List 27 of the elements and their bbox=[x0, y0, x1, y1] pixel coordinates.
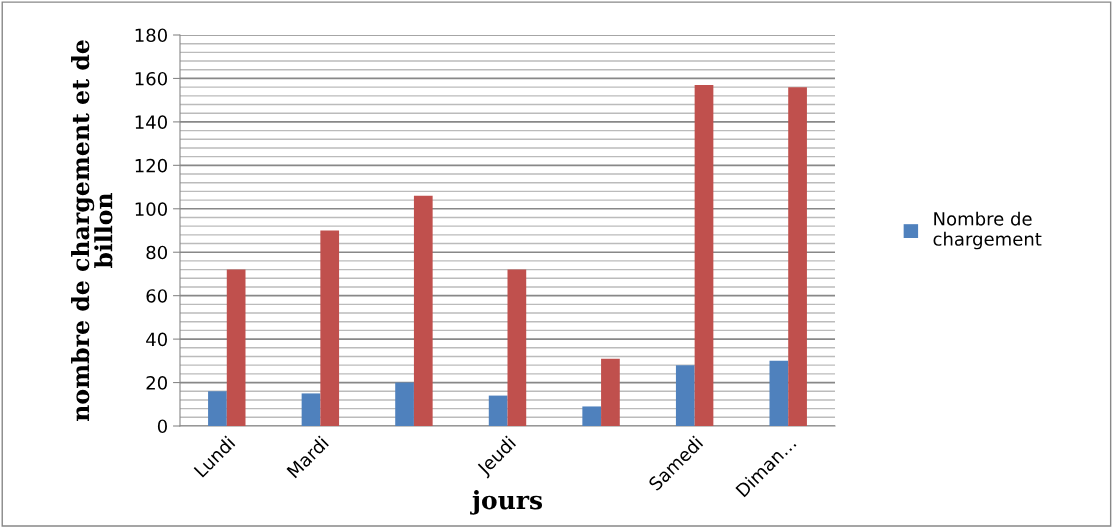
y-tick-label: 80 bbox=[146, 245, 167, 260]
y-tick-label: 40 bbox=[146, 332, 167, 347]
bar bbox=[769, 360, 789, 426]
y-tick-label: 60 bbox=[146, 289, 167, 303]
legend-label: Nombre de chargement bbox=[933, 211, 1042, 250]
bar bbox=[675, 365, 695, 426]
y-tick-label: 180 bbox=[135, 28, 167, 43]
bar bbox=[788, 87, 807, 426]
bar bbox=[320, 230, 340, 426]
bar bbox=[582, 406, 602, 426]
y-tick-label: 100 bbox=[135, 202, 167, 216]
bar bbox=[208, 391, 227, 426]
bar bbox=[694, 84, 714, 426]
bar bbox=[488, 395, 508, 426]
y-tick-label: 120 bbox=[135, 158, 167, 173]
bar bbox=[507, 269, 527, 426]
y-tick-label: 0 bbox=[157, 419, 167, 434]
bar bbox=[226, 269, 246, 426]
bar bbox=[395, 382, 414, 426]
y-tick-label: 160 bbox=[135, 71, 167, 86]
y-tick-label: 140 bbox=[135, 115, 167, 130]
bar bbox=[601, 358, 620, 426]
bar bbox=[301, 393, 321, 426]
y-tick-label: 20 bbox=[146, 376, 167, 390]
bar bbox=[413, 195, 433, 426]
y-axis-title: nombre de chargement et de billon bbox=[71, 40, 113, 422]
x-axis-title: jours bbox=[470, 490, 543, 515]
